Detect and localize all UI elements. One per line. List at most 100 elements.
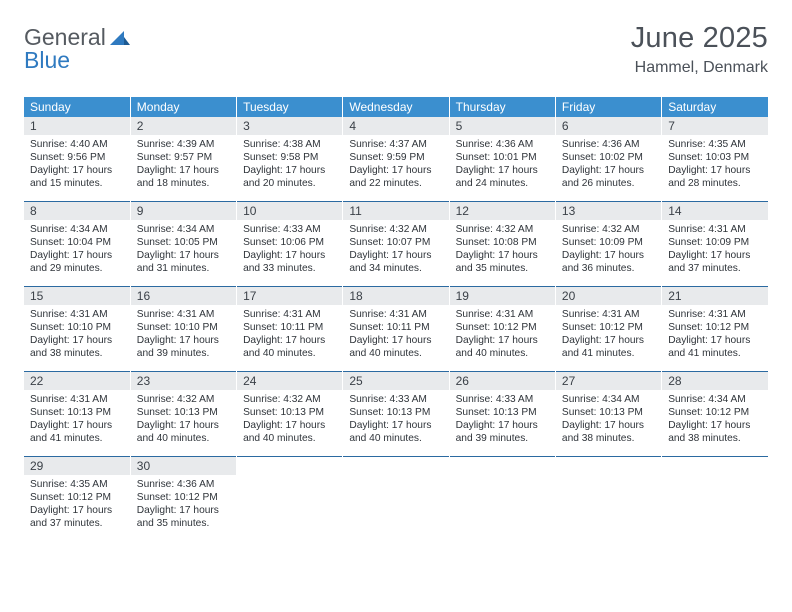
day-line-d2: and 40 minutes. [349, 347, 442, 360]
day-line-sr: Sunrise: 4:31 AM [668, 308, 762, 321]
day-line-d2: and 22 minutes. [349, 177, 442, 190]
day-line-ss: Sunset: 10:12 PM [137, 491, 230, 504]
day-line-ss: Sunset: 10:12 PM [456, 321, 549, 334]
day-line-sr: Sunrise: 4:32 AM [456, 223, 549, 236]
day-line-ss: Sunset: 9:59 PM [349, 151, 442, 164]
day-cell: 14Sunrise: 4:31 AMSunset: 10:09 PMDaylig… [662, 202, 768, 287]
day-line-d2: and 41 minutes. [668, 347, 762, 360]
day-number: 16 [131, 287, 236, 305]
day-line-d1: Daylight: 17 hours [30, 334, 124, 347]
day-number: 20 [556, 287, 661, 305]
day-line-sr: Sunrise: 4:33 AM [456, 393, 549, 406]
day-line-d2: and 24 minutes. [456, 177, 549, 190]
day-line-d1: Daylight: 17 hours [243, 334, 336, 347]
day-line-d2: and 40 minutes. [137, 432, 230, 445]
day-cell: 25Sunrise: 4:33 AMSunset: 10:13 PMDaylig… [343, 372, 449, 457]
day-line-ss: Sunset: 10:09 PM [668, 236, 762, 249]
day-line-ss: Sunset: 10:08 PM [456, 236, 549, 249]
day-number: 6 [556, 117, 661, 135]
location-label: Hammel, Denmark [631, 59, 768, 77]
day-line-sr: Sunrise: 4:34 AM [562, 393, 655, 406]
day-line-d1: Daylight: 17 hours [243, 249, 336, 262]
day-line-d2: and 26 minutes. [562, 177, 655, 190]
week-row: 8Sunrise: 4:34 AMSunset: 10:04 PMDayligh… [24, 202, 768, 287]
day-details: Sunrise: 4:32 AMSunset: 10:13 PMDaylight… [131, 390, 236, 456]
day-line-sr: Sunrise: 4:32 AM [349, 223, 442, 236]
day-cell: 1Sunrise: 4:40 AMSunset: 9:56 PMDaylight… [24, 117, 130, 202]
day-line-d2: and 18 minutes. [137, 177, 230, 190]
day-line-sr: Sunrise: 4:31 AM [137, 308, 230, 321]
day-line-d1: Daylight: 17 hours [30, 504, 124, 517]
day-line-sr: Sunrise: 4:31 AM [562, 308, 655, 321]
day-number: 4 [343, 117, 448, 135]
day-details: Sunrise: 4:31 AMSunset: 10:11 PMDaylight… [343, 305, 448, 371]
day-line-ss: Sunset: 9:56 PM [30, 151, 124, 164]
day-number: 11 [343, 202, 448, 220]
day-number: 25 [343, 372, 448, 390]
day-line-sr: Sunrise: 4:35 AM [30, 478, 124, 491]
day-line-sr: Sunrise: 4:39 AM [137, 138, 230, 151]
day-cell: 11Sunrise: 4:32 AMSunset: 10:07 PMDaylig… [343, 202, 449, 287]
day-details: Sunrise: 4:34 AMSunset: 10:04 PMDaylight… [24, 220, 130, 286]
day-cell: 4Sunrise: 4:37 AMSunset: 9:59 PMDaylight… [343, 117, 449, 202]
day-line-d1: Daylight: 17 hours [562, 249, 655, 262]
day-details: Sunrise: 4:35 AMSunset: 10:12 PMDaylight… [24, 475, 130, 541]
day-cell: 28Sunrise: 4:34 AMSunset: 10:12 PMDaylig… [662, 372, 768, 457]
page-title: June 2025 [631, 22, 768, 55]
weekday-header: Thursday [449, 97, 555, 117]
day-details: Sunrise: 4:34 AMSunset: 10:13 PMDaylight… [556, 390, 661, 456]
day-cell: 20Sunrise: 4:31 AMSunset: 10:12 PMDaylig… [555, 287, 661, 372]
weekday-header: Monday [130, 97, 236, 117]
day-cell [662, 457, 768, 541]
day-number: 5 [450, 117, 555, 135]
day-line-d2: and 35 minutes. [137, 517, 230, 530]
day-line-d1: Daylight: 17 hours [456, 164, 549, 177]
day-line-sr: Sunrise: 4:33 AM [243, 223, 336, 236]
day-details: Sunrise: 4:31 AMSunset: 10:13 PMDaylight… [24, 390, 130, 456]
day-line-sr: Sunrise: 4:31 AM [349, 308, 442, 321]
day-number: 7 [662, 117, 768, 135]
day-line-d1: Daylight: 17 hours [243, 419, 336, 432]
day-cell: 24Sunrise: 4:32 AMSunset: 10:13 PMDaylig… [237, 372, 343, 457]
day-line-ss: Sunset: 10:06 PM [243, 236, 336, 249]
day-number: 18 [343, 287, 448, 305]
day-cell: 30Sunrise: 4:36 AMSunset: 10:12 PMDaylig… [130, 457, 236, 541]
day-line-ss: Sunset: 10:07 PM [349, 236, 442, 249]
day-number: 2 [131, 117, 236, 135]
day-line-ss: Sunset: 10:13 PM [30, 406, 124, 419]
day-line-d1: Daylight: 17 hours [668, 164, 762, 177]
day-cell: 19Sunrise: 4:31 AMSunset: 10:12 PMDaylig… [449, 287, 555, 372]
day-line-sr: Sunrise: 4:31 AM [30, 393, 124, 406]
weekday-header: Saturday [662, 97, 768, 117]
brand-part2: Blue [24, 47, 70, 73]
day-number: 12 [450, 202, 555, 220]
day-line-ss: Sunset: 10:03 PM [668, 151, 762, 164]
day-line-ss: Sunset: 10:11 PM [243, 321, 336, 334]
day-line-d1: Daylight: 17 hours [137, 334, 230, 347]
day-line-sr: Sunrise: 4:31 AM [456, 308, 549, 321]
header: General Blue June 2025 Hammel, Denmark [24, 22, 768, 77]
day-line-sr: Sunrise: 4:32 AM [243, 393, 336, 406]
weekday-header-row: Sunday Monday Tuesday Wednesday Thursday… [24, 97, 768, 117]
day-number: 24 [237, 372, 342, 390]
day-line-d2: and 40 minutes. [349, 432, 442, 445]
day-line-d2: and 38 minutes. [668, 432, 762, 445]
day-cell: 23Sunrise: 4:32 AMSunset: 10:13 PMDaylig… [130, 372, 236, 457]
day-line-d1: Daylight: 17 hours [137, 419, 230, 432]
day-line-d1: Daylight: 17 hours [30, 164, 124, 177]
day-line-d2: and 31 minutes. [137, 262, 230, 275]
week-row: 22Sunrise: 4:31 AMSunset: 10:13 PMDaylig… [24, 372, 768, 457]
day-line-sr: Sunrise: 4:32 AM [137, 393, 230, 406]
day-line-sr: Sunrise: 4:38 AM [243, 138, 336, 151]
day-cell: 7Sunrise: 4:35 AMSunset: 10:03 PMDayligh… [662, 117, 768, 202]
day-line-d2: and 33 minutes. [243, 262, 336, 275]
day-line-d1: Daylight: 17 hours [349, 419, 442, 432]
day-number: 19 [450, 287, 555, 305]
day-line-d2: and 35 minutes. [456, 262, 549, 275]
day-line-d1: Daylight: 17 hours [243, 164, 336, 177]
day-details: Sunrise: 4:33 AMSunset: 10:13 PMDaylight… [343, 390, 448, 456]
day-details: Sunrise: 4:31 AMSunset: 10:09 PMDaylight… [662, 220, 768, 286]
day-details: Sunrise: 4:32 AMSunset: 10:13 PMDaylight… [237, 390, 342, 456]
day-number: 17 [237, 287, 342, 305]
brand-logo: General Blue [24, 26, 130, 72]
